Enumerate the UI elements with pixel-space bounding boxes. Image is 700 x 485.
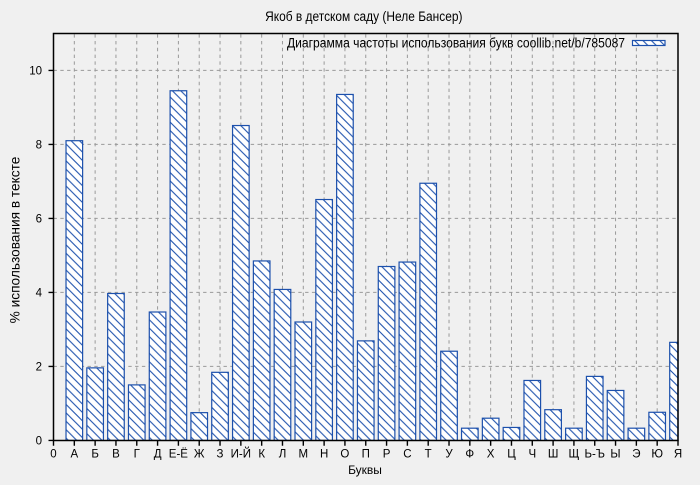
svg-text:Ш: Ш — [548, 449, 559, 461]
svg-text:6: 6 — [36, 213, 42, 225]
svg-text:Т: Т — [425, 449, 432, 461]
svg-text:Диаграмма частоты использовани: Диаграмма частоты использования букв coo… — [287, 36, 625, 51]
svg-text:Ы: Ы — [610, 449, 620, 461]
svg-text:Е-Ё: Е-Ё — [169, 449, 189, 461]
svg-text:М: М — [299, 449, 309, 461]
svg-text:Л: Л — [279, 449, 287, 461]
svg-text:Э: Э — [632, 449, 640, 461]
svg-text:Б: Б — [91, 449, 99, 461]
svg-text:У: У — [445, 449, 453, 461]
svg-text:И-Й: И-Й — [231, 448, 251, 461]
svg-text:% использования в тексте: % использования в тексте — [7, 157, 22, 324]
svg-text:Щ: Щ — [569, 449, 580, 461]
svg-text:Ц: Ц — [507, 449, 516, 461]
svg-text:З: З — [217, 449, 224, 461]
svg-text:Х: Х — [487, 449, 495, 461]
svg-text:Ь-Ъ: Ь-Ъ — [584, 449, 604, 461]
svg-text:8: 8 — [36, 139, 42, 151]
svg-text:10: 10 — [29, 65, 42, 77]
svg-text:Н: Н — [320, 449, 328, 461]
svg-text:А: А — [70, 449, 78, 461]
svg-text:О: О — [340, 449, 349, 461]
svg-text:Р: Р — [383, 449, 391, 461]
svg-text:Я: Я — [674, 449, 682, 461]
svg-text:Ф: Ф — [465, 449, 474, 461]
svg-text:4: 4 — [36, 287, 43, 299]
svg-text:Якоб в детском саду (Неле Банс: Якоб в детском саду (Неле Бансер) — [265, 9, 462, 24]
svg-text:С: С — [403, 449, 411, 461]
svg-text:К: К — [258, 449, 265, 461]
svg-text:В: В — [112, 449, 120, 461]
svg-text:П: П — [362, 449, 370, 461]
svg-text:Д: Д — [154, 449, 162, 461]
svg-text:0: 0 — [36, 435, 42, 447]
svg-text:Буквы: Буквы — [348, 463, 382, 477]
svg-text:Ч: Ч — [528, 449, 536, 461]
svg-text:Ж: Ж — [194, 449, 205, 461]
svg-text:Ю: Ю — [651, 449, 663, 461]
svg-text:0: 0 — [50, 449, 56, 461]
svg-text:Г: Г — [134, 449, 141, 461]
svg-text:2: 2 — [36, 361, 42, 373]
